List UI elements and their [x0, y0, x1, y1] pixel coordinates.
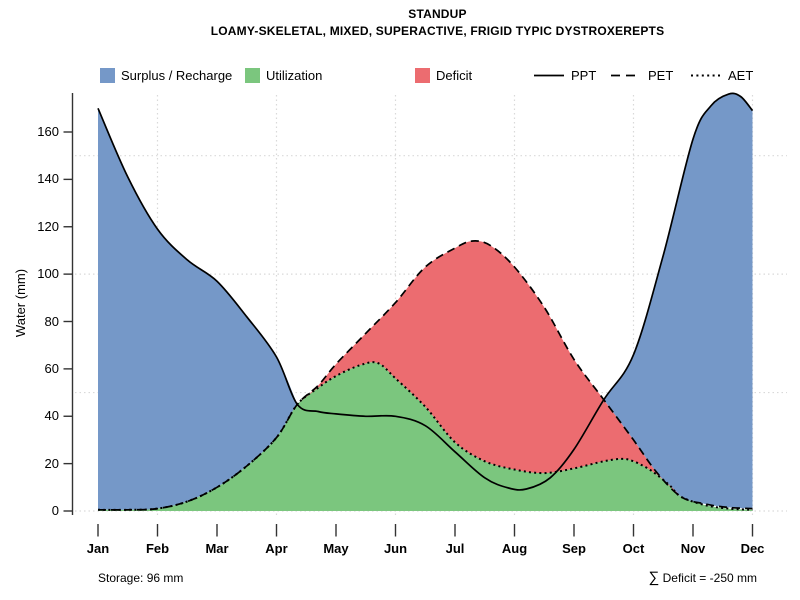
x-tick-label: Dec — [740, 541, 765, 556]
solid-line-icon — [534, 74, 564, 76]
legend-item: AET — [690, 66, 753, 84]
x-tick-label: Aug — [501, 541, 528, 556]
y-tick-label: 80 — [44, 313, 59, 329]
legend-label: PET — [648, 67, 674, 83]
y-tick-label: 20 — [44, 455, 59, 471]
y-tick-label: 120 — [37, 218, 59, 234]
x-tick-label: Feb — [145, 541, 170, 556]
legend-label: AET — [728, 67, 754, 83]
legend-label: Deficit — [436, 67, 473, 83]
x-tick-label: Apr — [265, 541, 288, 556]
y-tick-label: 160 — [37, 124, 59, 139]
y-tick-label: 60 — [44, 360, 59, 376]
dashed-line-icon — [611, 74, 641, 76]
sigma-symbol: ∑ — [648, 569, 660, 586]
y-tick-label: 40 — [44, 408, 59, 424]
x-tick-label: Jun — [383, 541, 408, 556]
legend-item: Utilization — [245, 66, 322, 84]
legend-swatch-icon — [415, 67, 430, 83]
legend-swatch-icon — [100, 67, 115, 83]
x-tick-label: May — [323, 541, 349, 556]
deficit-sum-text: Deficit = -250 mm — [659, 571, 757, 585]
legend-item: Surplus / Recharge — [100, 66, 232, 84]
x-tick-label: Nov — [680, 541, 706, 556]
legend-item: Deficit — [415, 66, 472, 84]
x-tick-label: Oct — [622, 541, 645, 556]
x-tick-label: Mar — [205, 541, 229, 556]
legend-swatch-icon — [245, 67, 260, 83]
legend-item: PPT — [533, 66, 596, 84]
chart-header: STANDUP LOAMY-SKELETAL, MIXED, SUPERACTI… — [75, 7, 800, 38]
legend: Surplus / Recharge Utilization Deficit PPT P… — [0, 66, 800, 86]
legend-item: PET — [610, 66, 673, 84]
deficit-sum-annotation: ∑ Deficit = -250 mm — [649, 569, 757, 586]
x-tick-label: Jul — [445, 541, 465, 556]
legend-label: Utilization — [266, 67, 323, 83]
y-tick-label: 0 — [51, 503, 59, 518]
legend-label: PPT — [571, 67, 597, 83]
chart-subtitle: LOAMY-SKELETAL, MIXED, SUPERACTIVE, FRIG… — [210, 24, 665, 38]
x-tick-label: Jan — [86, 541, 110, 556]
chart-title: STANDUP — [408, 7, 467, 21]
y-tick-label: 100 — [37, 266, 59, 282]
y-tick-label: 140 — [37, 171, 59, 187]
storage-annotation: Storage: 96 mm — [98, 571, 184, 585]
x-tick-label: Sep — [562, 541, 586, 556]
legend-label: Surplus / Recharge — [121, 67, 233, 83]
